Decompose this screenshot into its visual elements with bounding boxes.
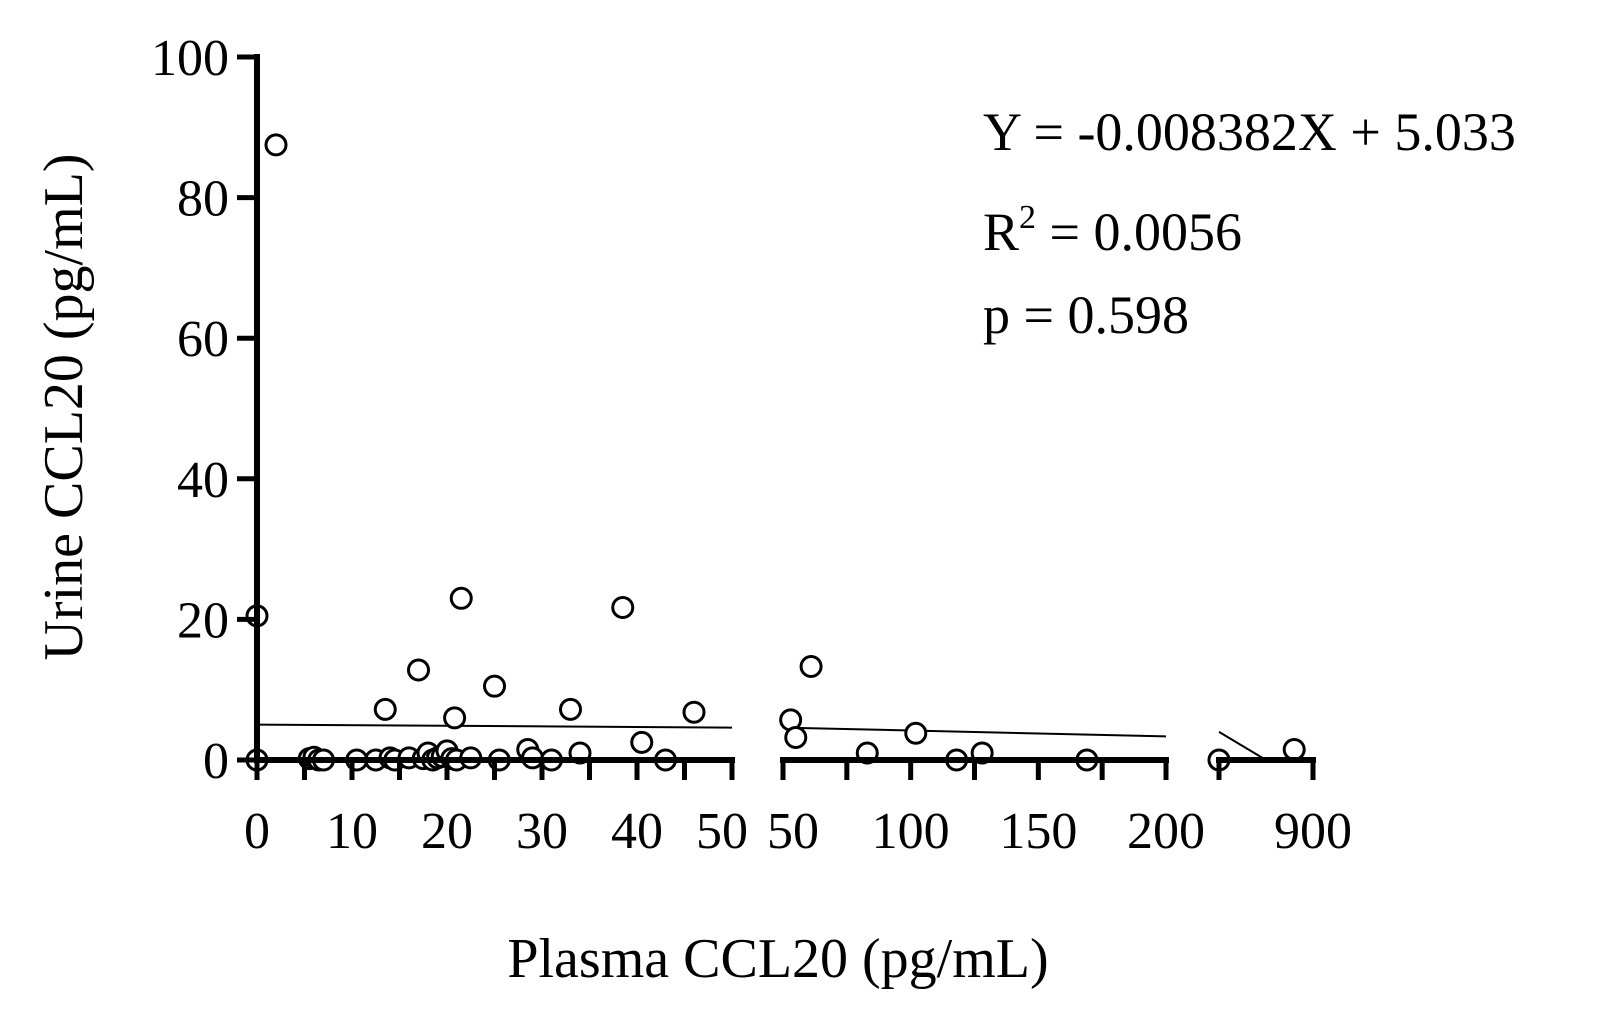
x-tick-label: 50 [696, 803, 748, 860]
data-point [264, 133, 288, 157]
r-squared-symbol: R [983, 202, 1019, 262]
data-point [559, 697, 582, 721]
regression-lines [256, 723, 1267, 761]
y-tick-label: 20 [177, 592, 229, 649]
p-value-annotation: p = 0.598 [983, 285, 1189, 345]
data-point [630, 730, 654, 754]
y-tick-label: 40 [177, 452, 229, 509]
y-tick-label: 80 [177, 171, 229, 228]
x-tick-label: 100 [872, 803, 950, 860]
y-tick-label: 100 [151, 30, 229, 87]
x-tick-label: 150 [999, 803, 1077, 860]
x-tick-label: 10 [326, 803, 378, 860]
x-tick-label: 40 [611, 803, 663, 860]
tick-labels: 0 20 40 60 80 100 0 10 20 30 40 50 50 100 150 200 900 [151, 30, 1352, 860]
x-tick-label: 0 [244, 803, 270, 860]
data-point [449, 586, 473, 610]
data-point [407, 658, 430, 682]
x-tick-label: 200 [1127, 803, 1205, 860]
regression-line [256, 723, 733, 729]
data-point [373, 697, 397, 721]
data-point [483, 674, 506, 698]
data-point [904, 721, 928, 745]
y-tick-label: 60 [177, 311, 229, 368]
r-squared-value: = 0.0056 [1036, 202, 1242, 262]
regression-line [1218, 731, 1267, 761]
regression-line [782, 726, 1167, 738]
data-point [784, 726, 808, 750]
y-axis-title: Urine CCL20 (pg/mL) [33, 153, 95, 660]
r-squared-annotation: R2 = 0.0056 [983, 199, 1242, 262]
y-tick-label: 0 [203, 733, 229, 790]
x-tick-label: 50 [767, 803, 819, 860]
data-point [1282, 737, 1306, 761]
r-squared-superscript: 2 [1019, 199, 1036, 236]
data-point [611, 595, 635, 619]
axes [237, 54, 1316, 780]
data-point [682, 700, 706, 724]
x-axis-title: Plasma CCL20 (pg/mL) [507, 928, 1048, 990]
x-tick-label: 20 [421, 803, 473, 860]
data-point [443, 706, 467, 730]
data-point [799, 655, 823, 679]
x-tick-label: 900 [1274, 803, 1352, 860]
x-tick-label: 30 [516, 803, 568, 860]
regression-equation: Y = -0.008382X + 5.033 [983, 102, 1516, 162]
